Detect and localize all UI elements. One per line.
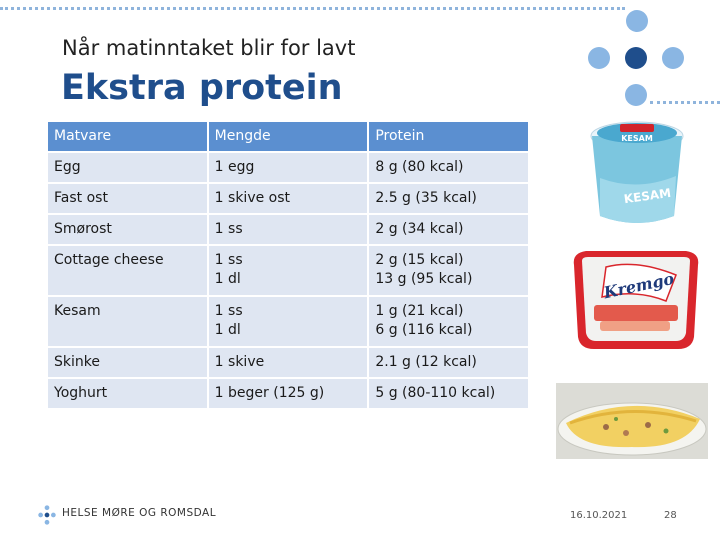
protein-line: 8 g (80 kcal)	[375, 159, 464, 175]
amount-line: 1 ss	[214, 252, 243, 268]
amount-cell: 1 ss	[207, 214, 370, 246]
decorative-dot	[662, 47, 684, 69]
amount-line: 1 skive	[214, 354, 265, 370]
kremgo-tub-image: Kremgo	[573, 251, 699, 349]
amount-line: 1 dl	[214, 271, 241, 287]
amount-line: 1 ss	[214, 221, 243, 237]
amount-cell: 1 skive	[207, 347, 370, 379]
food-cell: Kesam	[48, 296, 209, 348]
amount-cell: 1 beger (125 g)	[207, 378, 370, 410]
protein-line: 2 g (34 kcal)	[375, 221, 464, 237]
amount-line: 1 dl	[214, 322, 241, 338]
svg-text:KESAM: KESAM	[623, 186, 672, 206]
amount-cell: 1 ss 1 dl	[207, 296, 370, 348]
slide-subtitle: Når matinntaket blir for lavt	[62, 36, 356, 60]
amount-line: 1 ss	[214, 303, 243, 319]
protein-cell: 2.5 g (35 kcal)	[368, 183, 530, 215]
protein-cell: 5 g (80-110 kcal)	[368, 378, 530, 410]
table-header-row: Matvare Mengde Protein	[48, 122, 530, 153]
column-header-protein: Protein	[368, 122, 530, 153]
amount-line: 1 skive ost	[214, 190, 291, 206]
protein-cell: 8 g (80 kcal)	[368, 152, 530, 184]
page-number: 28	[664, 510, 677, 521]
protein-cell: 2 g (34 kcal)	[368, 214, 530, 246]
protein-cell: 2 g (15 kcal) 13 g (95 kcal)	[368, 245, 530, 297]
decorative-dot	[588, 47, 610, 69]
food-cell: Cottage cheese	[48, 245, 209, 297]
amount-cell: 1 ss 1 dl	[207, 245, 370, 297]
food-cell: Yoghurt	[48, 378, 209, 410]
protein-line: 2 g (15 kcal)	[375, 252, 464, 268]
decorative-dot	[625, 47, 647, 69]
food-cell: Egg	[48, 152, 209, 184]
table-row: Fast ost 1 skive ost 2.5 g (35 kcal)	[48, 183, 530, 215]
protein-line: 2.5 g (35 kcal)	[375, 190, 477, 206]
right-dotted-line	[650, 101, 720, 104]
table-row: Kesam 1 ss 1 dl 1 g (21 kcal) 6 g (116 k…	[48, 296, 530, 348]
table-row: Egg 1 egg 8 g (80 kcal)	[48, 152, 530, 184]
slide-title: Ekstra protein	[61, 68, 343, 108]
protein-table: Matvare Mengde Protein Egg 1 egg 8 g (80…	[48, 122, 530, 410]
omelet-image	[556, 383, 708, 459]
protein-line: 13 g (95 kcal)	[375, 271, 473, 287]
protein-line: 1 g (21 kcal)	[375, 303, 464, 319]
organization-logo-text: HELSE MØRE OG ROMSDAL	[62, 507, 217, 519]
table-row: Skinke 1 skive 2.1 g (12 kcal)	[48, 347, 530, 379]
amount-line: 1 beger (125 g)	[214, 385, 325, 401]
protein-line: 6 g (116 kcal)	[375, 322, 473, 338]
protein-line: 2.1 g (12 kcal)	[375, 354, 477, 370]
food-cell: Smørost	[48, 214, 209, 246]
protein-cell: 2.1 g (12 kcal)	[368, 347, 530, 379]
table-row: Smørost 1 ss 2 g (34 kcal)	[48, 214, 530, 246]
table-row: Cottage cheese 1 ss 1 dl 2 g (15 kcal) 1…	[48, 245, 530, 297]
protein-line: 5 g (80-110 kcal)	[375, 385, 496, 401]
amount-cell: 1 skive ost	[207, 183, 370, 215]
food-cell: Fast ost	[48, 183, 209, 215]
food-cell: Skinke	[48, 347, 209, 379]
kesam-tub-image: KESAM KESAM	[590, 121, 684, 223]
column-header-amount: Mengde	[207, 122, 370, 153]
svg-text:KESAM: KESAM	[621, 134, 653, 143]
column-header-food: Matvare	[48, 122, 209, 153]
amount-cell: 1 egg	[207, 152, 370, 184]
amount-line: 1 egg	[214, 159, 255, 175]
top-dotted-line	[0, 7, 625, 10]
decorative-dot	[625, 84, 647, 106]
decorative-dot	[626, 10, 648, 32]
slide-date: 16.10.2021	[570, 510, 628, 521]
table-row: Yoghurt 1 beger (125 g) 5 g (80-110 kcal…	[48, 378, 530, 410]
protein-cell: 1 g (21 kcal) 6 g (116 kcal)	[368, 296, 530, 348]
helse-logo-icon	[38, 505, 56, 525]
